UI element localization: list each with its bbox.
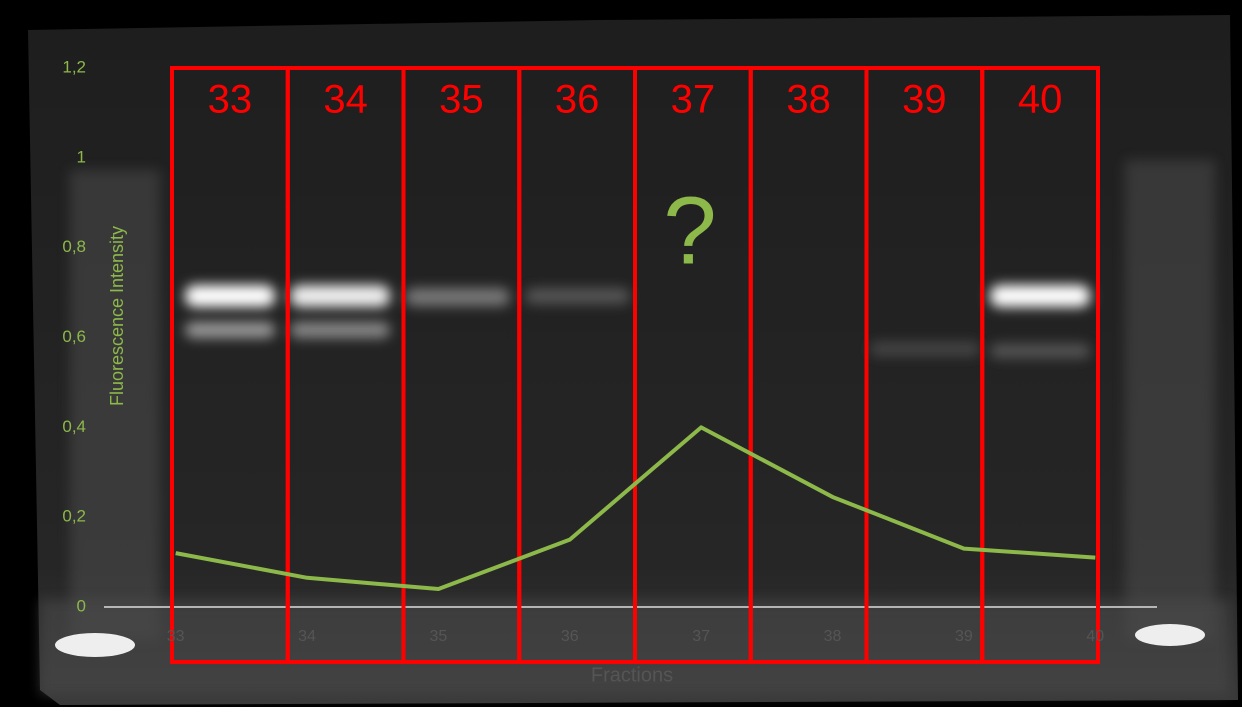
x-tick-label: 33 <box>167 628 185 645</box>
y-tick-label: 1,2 <box>62 57 86 76</box>
lane-label: 36 <box>555 78 600 122</box>
x-tick-label: 39 <box>955 628 973 645</box>
lane-label: 37 <box>671 78 716 122</box>
x-tick-label: 38 <box>824 628 842 645</box>
lane-label: 38 <box>786 78 831 122</box>
lane-label: 33 <box>208 78 253 122</box>
y-tick-label: 0,8 <box>62 237 86 256</box>
y-tick-label: 0,6 <box>62 327 86 346</box>
annotation: ? <box>663 177 716 284</box>
y-tick-label: 1 <box>77 147 86 166</box>
x-tick-label: 34 <box>298 628 316 645</box>
y-tick-label: 0 <box>77 596 86 615</box>
y-tick-label: 0,2 <box>62 507 86 526</box>
x-tick-label: 40 <box>1086 628 1104 645</box>
x-tick-label: 37 <box>692 628 710 645</box>
chart: Fluorescence Intensity Fractions ? 0 0,2 0… <box>0 0 1242 707</box>
lane-label: 40 <box>1018 78 1063 122</box>
x-tick-label: 36 <box>561 628 579 645</box>
y-axis-label: Fluorescence Intensity <box>107 226 127 406</box>
lane-label: 35 <box>439 78 484 122</box>
lane-label: 39 <box>902 78 947 122</box>
lane-label: 34 <box>323 78 368 122</box>
x-tick-label: 35 <box>430 628 448 645</box>
y-tick-label: 0,4 <box>62 417 86 436</box>
x-axis-label: Fractions <box>591 664 673 686</box>
